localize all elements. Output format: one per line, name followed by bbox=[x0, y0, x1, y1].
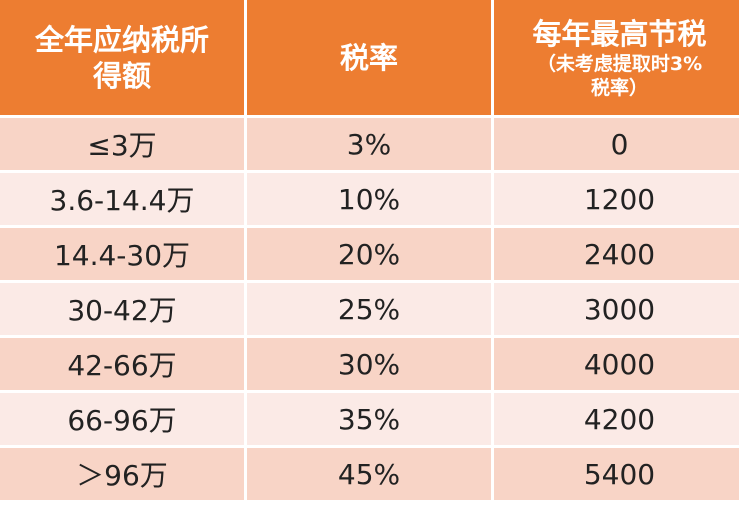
table-cell: 35% bbox=[247, 393, 491, 445]
table-row: ≤3万 3% 0 bbox=[0, 118, 739, 170]
table-cell: 5400 bbox=[494, 448, 739, 500]
header-text: 每年最高节税 bbox=[532, 16, 707, 51]
table-cell: 1200 bbox=[494, 173, 739, 225]
header-note: （未考虑提取时3% bbox=[536, 52, 703, 75]
header-cell: 税率 bbox=[247, 0, 491, 115]
table-cell: 4000 bbox=[494, 338, 739, 390]
header-cell: 全年应纳税所 得额 bbox=[0, 0, 244, 115]
table-cell: 14.4-30万 bbox=[0, 228, 244, 280]
header-row: 全年应纳税所 得额 税率 每年最高节税 （未考虑提取时3% 税率） bbox=[0, 0, 739, 115]
table-cell: 2400 bbox=[494, 228, 739, 280]
table-cell: 30% bbox=[247, 338, 491, 390]
table-cell: 3.6-14.4万 bbox=[0, 173, 244, 225]
table-cell: 0 bbox=[494, 118, 739, 170]
table-cell: 42-66万 bbox=[0, 338, 244, 390]
table-cell: 10% bbox=[247, 173, 491, 225]
table-cell: 3% bbox=[247, 118, 491, 170]
table-cell: 3000 bbox=[494, 283, 739, 335]
header-cell: 每年最高节税 （未考虑提取时3% 税率） bbox=[494, 0, 739, 115]
table-row: 42-66万 30% 4000 bbox=[0, 338, 739, 390]
table-cell: 30-42万 bbox=[0, 283, 244, 335]
table-cell: ≤3万 bbox=[0, 118, 244, 170]
table-cell: ＞96万 bbox=[0, 448, 244, 500]
table-cell: 25% bbox=[247, 283, 491, 335]
table-cell: 4200 bbox=[494, 393, 739, 445]
header-note: 税率） bbox=[590, 76, 648, 99]
table-row: ＞96万 45% 5400 bbox=[0, 448, 739, 500]
table-row: 14.4-30万 20% 2400 bbox=[0, 228, 739, 280]
table-cell: 20% bbox=[247, 228, 491, 280]
header-text: 得额 bbox=[92, 58, 151, 93]
table-row: 3.6-14.4万 10% 1200 bbox=[0, 173, 739, 225]
table-cell: 66-96万 bbox=[0, 393, 244, 445]
header-text: 全年应纳税所 bbox=[34, 22, 209, 57]
header-text: 税率 bbox=[339, 40, 398, 75]
tax-table: 全年应纳税所 得额 税率 每年最高节税 （未考虑提取时3% 税率） ≤3万 3% 0 3.6-1… bbox=[0, 0, 739, 500]
table-row: 66-96万 35% 4200 bbox=[0, 393, 739, 445]
table-cell: 45% bbox=[247, 448, 491, 500]
table-row: 30-42万 25% 3000 bbox=[0, 283, 739, 335]
